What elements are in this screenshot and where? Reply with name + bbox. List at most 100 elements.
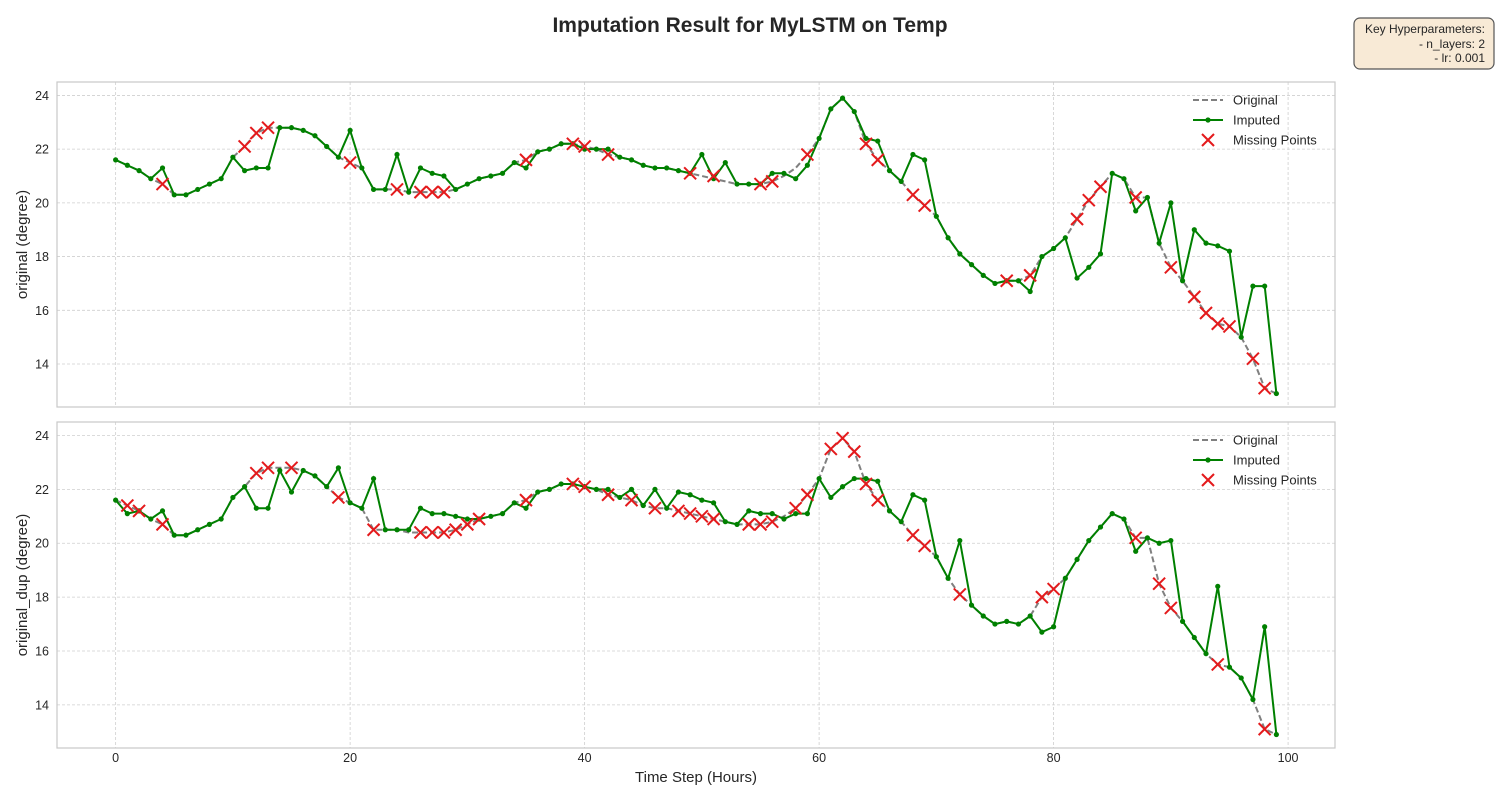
original-imputed-point <box>898 178 904 184</box>
missing-point-stroke <box>577 139 592 154</box>
original-dup-imputed-point <box>359 505 365 511</box>
original-missing-point <box>437 185 451 199</box>
original-dup-imputed-point <box>370 475 377 482</box>
original-missing-point <box>519 153 533 167</box>
original-dup-imputed-point <box>265 505 271 511</box>
original-dup-missing-point <box>847 444 861 459</box>
missing-point-stroke <box>425 185 439 199</box>
original-dup-missing-point <box>284 461 299 475</box>
original-imputed-point <box>113 157 119 163</box>
missing-point-stroke <box>1187 290 1202 304</box>
original-dup-imputed-point <box>886 508 893 514</box>
original-imputed-point <box>359 165 365 171</box>
hyperparameter-n-layers: - n_layers: 2 <box>1419 37 1485 51</box>
original-dup-imputed-point <box>675 489 682 495</box>
original-dup-imputed-point <box>839 484 846 490</box>
missing-point-stroke <box>1035 590 1049 604</box>
missing-point-stroke <box>472 512 486 526</box>
missing-point-stroke <box>788 501 803 515</box>
x-tick-label: 100 <box>1278 751 1299 765</box>
original-dup-imputed-point <box>1168 537 1174 544</box>
original-dup-imputed-point <box>1004 618 1010 624</box>
missing-point-stroke <box>601 488 615 502</box>
original-dup-imputed-point <box>171 532 177 538</box>
original-dup-imputed-point <box>1027 613 1033 619</box>
original-dup-imputed-point <box>230 494 236 501</box>
missing-point-stroke <box>824 442 838 456</box>
original-dup-imputed-point <box>277 467 283 474</box>
missing-point-stroke <box>953 587 967 602</box>
missing-point-stroke <box>753 517 768 532</box>
original-imputed-point <box>980 272 986 278</box>
legend-original-label: Original <box>1233 433 1278 448</box>
original-dup-imputed-point <box>417 505 424 511</box>
original-dup-missing-point <box>472 512 486 526</box>
original-dup-imputed-point <box>535 489 541 495</box>
legend-missing-label: Missing Points <box>1233 133 1317 148</box>
original-dup-missing-point <box>460 517 475 532</box>
original-dup-missing-point <box>1128 531 1143 545</box>
original-imputed-point <box>746 181 752 187</box>
original-imputed-point <box>523 165 529 171</box>
hyperparameter-lr: - lr: 0.001 <box>1434 51 1485 65</box>
missing-point-stroke <box>249 126 264 140</box>
original-dup-missing-point <box>871 493 885 507</box>
original-dup-imputed-point <box>605 486 611 492</box>
original-imputed-point <box>535 149 541 155</box>
original-imputed-point <box>734 181 740 187</box>
missing-point-stroke <box>999 274 1014 288</box>
missing-point-stroke <box>261 461 275 475</box>
original-dup-missing-point <box>366 523 381 537</box>
original-missing-point <box>1257 381 1272 395</box>
original-dup-imputed-point <box>148 516 154 522</box>
original-imputed-point <box>1179 278 1186 284</box>
missing-point-stroke <box>742 517 756 532</box>
missing-point-stroke <box>413 525 428 540</box>
original-missing-point <box>1222 319 1237 334</box>
original-dup-imputed-point <box>1109 511 1115 517</box>
original-plot-frame <box>56 81 1336 408</box>
original-dup-imputed-point <box>511 500 517 506</box>
figure-title: Imputation Result for MyLSTM on Temp <box>552 14 947 37</box>
original-dup-missing-point <box>835 431 850 445</box>
original-imputed-point <box>546 146 553 152</box>
original-missing-point <box>753 177 768 191</box>
original-imputed-point <box>675 168 682 174</box>
original-dup-imputed-point <box>441 511 447 517</box>
original-imputed-point <box>922 157 928 163</box>
x-axis-label: Time Step (Hours) <box>635 769 757 786</box>
missing-point-stroke <box>237 139 252 154</box>
original-dup-y-tick-label: 20 <box>35 537 49 551</box>
original-imputed-point <box>206 181 213 187</box>
original-imputed-series-line <box>115 96 1278 394</box>
original-missing-point <box>765 174 779 189</box>
original-imputed-point <box>1215 243 1221 249</box>
original-plot-area <box>57 82 1335 407</box>
original-dup-imputed-point <box>1074 556 1080 563</box>
original-legend: Original Imputed Missing Points <box>1193 93 1317 148</box>
original-imputed-point <box>605 146 611 152</box>
original-imputed-point <box>429 170 435 176</box>
missing-point-stroke <box>390 182 404 197</box>
original-dup-imputed-point <box>699 497 705 503</box>
original-imputed-point <box>722 159 728 166</box>
original-dup-missing-point <box>671 504 686 518</box>
original-y-tick-label: 20 <box>35 196 49 210</box>
original-missing-point <box>237 139 252 154</box>
missing-point-stroke <box>120 498 135 513</box>
original-dup-imputed-point <box>933 554 939 560</box>
missing-point-stroke <box>1222 319 1237 334</box>
original-imputed-point <box>1144 194 1151 201</box>
original-dup-imputed-point <box>464 516 470 522</box>
original-dup-imputed-point <box>617 494 623 501</box>
original-imputed-point <box>382 186 388 193</box>
original-imputed-point <box>488 173 494 179</box>
original-dup-missing-point <box>917 539 932 553</box>
original-dup-plot-frame <box>56 421 1336 749</box>
original-dup-y-tick-label: 18 <box>35 591 49 605</box>
missing-point-stroke <box>1128 190 1143 205</box>
original-missing-point <box>706 169 721 183</box>
original-dup-missing-point <box>413 525 428 540</box>
missing-point-stroke <box>871 153 885 167</box>
x-tick-label: 60 <box>812 751 826 765</box>
